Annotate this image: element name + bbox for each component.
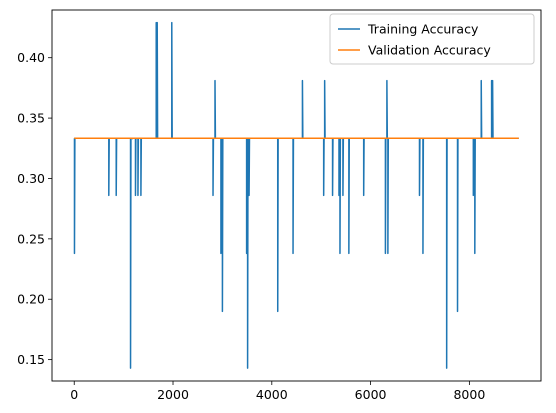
- y-axis: 0.15 0.20 0.25 0.30 0.35 0.40: [17, 50, 52, 367]
- x-tick-label: 8000: [453, 387, 485, 402]
- x-tick-label: 6000: [355, 387, 387, 402]
- y-tick-label: 0.30: [17, 171, 45, 186]
- x-tick-label: 4000: [256, 387, 288, 402]
- y-tick-label: 0.40: [17, 50, 45, 65]
- x-axis: 0 2000 4000 6000 8000: [70, 381, 485, 402]
- series-layer: [73, 21, 519, 369]
- legend-box: [329, 13, 535, 65]
- axes-frame: [51, 9, 542, 382]
- y-tick-label: 0.15: [17, 352, 45, 367]
- x-tick-label: 0: [70, 387, 78, 402]
- y-tick-label: 0.35: [17, 111, 45, 126]
- series-line-training-accuracy: [73, 21, 519, 369]
- y-tick-label: 0.20: [17, 292, 45, 307]
- legend-label: Training Accuracy: [367, 22, 479, 37]
- legend: Training Accuracy Validation Accuracy: [329, 13, 535, 65]
- y-tick-label: 0.25: [17, 231, 45, 246]
- x-tick-label: 2000: [157, 387, 189, 402]
- legend-label: Validation Accuracy: [368, 43, 491, 58]
